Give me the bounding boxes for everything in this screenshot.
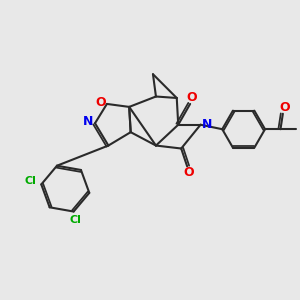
Text: O: O: [279, 101, 290, 114]
Text: Cl: Cl: [69, 215, 81, 225]
Text: O: O: [186, 91, 197, 104]
Text: Cl: Cl: [24, 176, 36, 186]
Text: N: N: [83, 115, 94, 128]
Text: N: N: [202, 118, 212, 131]
Text: O: O: [183, 167, 194, 179]
Text: O: O: [95, 96, 106, 109]
